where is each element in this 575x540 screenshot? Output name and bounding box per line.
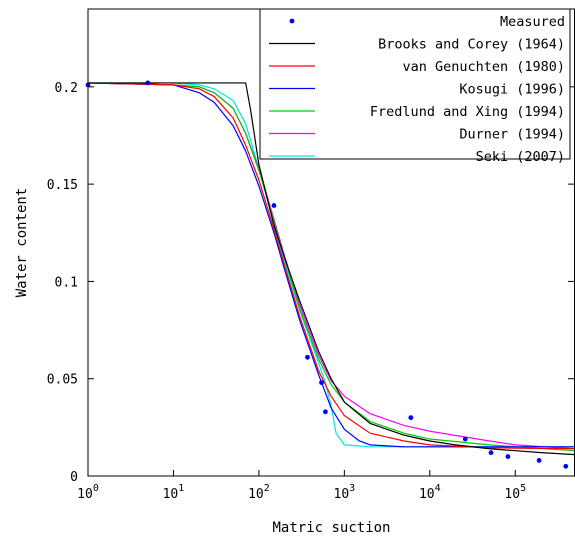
legend-label-fredlund-and-xing-1994: Fredlund and Xing (1994) — [370, 104, 565, 120]
legend-label-measured: Measured — [500, 14, 565, 30]
curve-fredlund-and-xing-1994 — [87, 82, 575, 452]
y-tick-label: 0.1 — [55, 275, 78, 290]
curve-brooks-and-corey-1964 — [88, 82, 575, 456]
measured-point — [563, 463, 569, 469]
measured-point — [271, 203, 277, 208]
legend-label-kosugi-1996: Kosugi (1996) — [459, 82, 565, 98]
legend-label-durner-1994: Durner (1994) — [459, 127, 565, 143]
x-tick-label: 100 — [77, 483, 99, 502]
measured-point — [505, 454, 511, 459]
legend-label-seki-2007: Seki (2007) — [476, 149, 565, 165]
legend: Measured Brooks and Corey (1964) van Genuc… — [259, 8, 571, 165]
measured-point — [319, 380, 324, 385]
y-axis: 0 0.05 0.1 0.15 0.2 — [47, 81, 574, 485]
curve-seki-2007 — [88, 82, 575, 448]
legend-marker-measured — [289, 18, 295, 24]
x-tick-label: 102 — [248, 483, 270, 502]
measured-point — [323, 409, 328, 415]
measured-point — [408, 415, 414, 421]
curve-kosugi-1996 — [87, 82, 575, 448]
x-tick-label: 104 — [419, 483, 441, 502]
y-axis-title: Water content — [14, 188, 30, 298]
y-tick-label: 0.2 — [55, 81, 78, 96]
measured-point — [536, 458, 542, 463]
measured-point — [145, 80, 151, 86]
x-tick-label: 103 — [334, 483, 356, 502]
measured-point — [305, 354, 310, 360]
x-tick-label: 101 — [163, 483, 185, 502]
y-tick-label: 0.05 — [47, 373, 78, 388]
x-tick-label: 105 — [504, 483, 526, 502]
measured-points — [85, 80, 569, 469]
legend-label-brooks-and-corey-1964: Brooks and Corey (1964) — [378, 37, 565, 53]
y-tick-label: 0.15 — [47, 178, 78, 193]
x-axis-title: Matric suction — [272, 520, 390, 536]
y-tick-label: 0 — [70, 470, 78, 485]
curve-van-genuchten-1980 — [87, 82, 575, 450]
x-axis: 100 101 102 103 104 105 — [77, 470, 526, 502]
measured-point — [462, 436, 468, 442]
measured-point — [488, 450, 494, 456]
curves — [87, 82, 575, 456]
legend-label-van-genuchten-1980: van Genuchten (1980) — [402, 59, 565, 75]
